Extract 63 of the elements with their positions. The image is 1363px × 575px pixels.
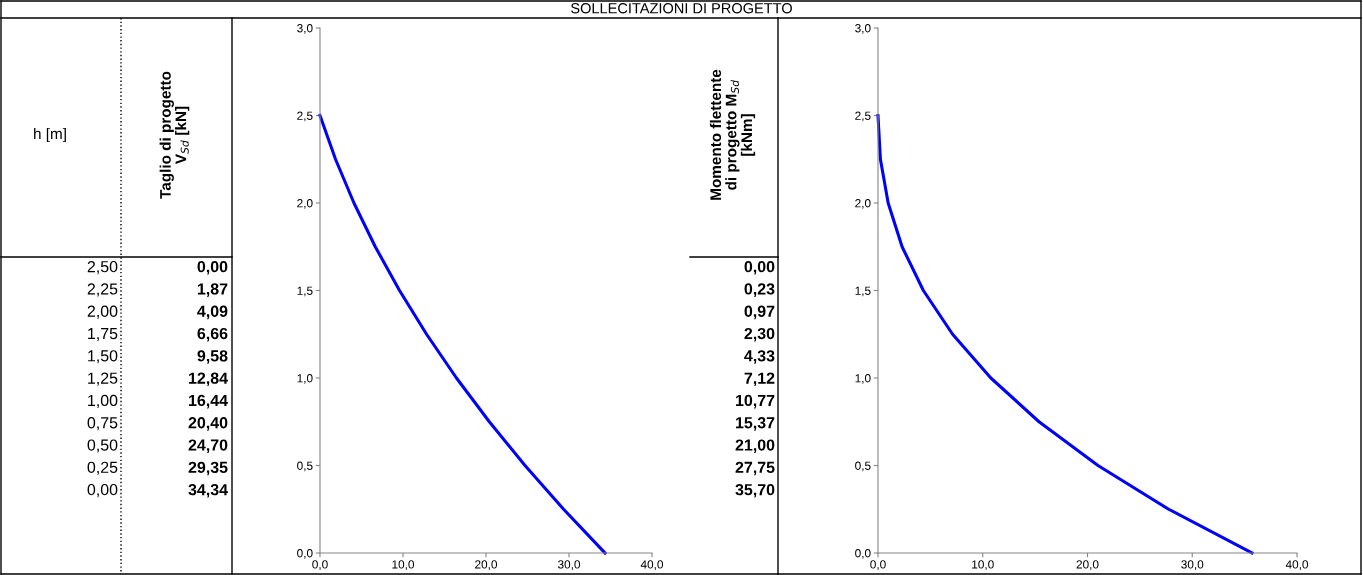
text: 1,87 (197, 283, 228, 297)
y-tick-label: 0,5 (855, 461, 871, 472)
text: 27,75 (735, 461, 775, 476)
text: 0,25 (87, 461, 118, 475)
text: 0,00 (744, 260, 775, 275)
text: 4,09 (197, 305, 228, 320)
x-tick-label: 20,0 (1076, 560, 1099, 571)
text: 16,44 (189, 394, 228, 409)
x-tick-label: 0,0 (312, 560, 328, 571)
x-tick-label: 0,0 (870, 560, 886, 571)
text: 2,50 (87, 260, 118, 275)
x-tick-label: 30,0 (557, 560, 581, 571)
text: 15,37 (736, 417, 775, 431)
y-tick-label: 1,0 (297, 374, 313, 384)
text: 1,00 (88, 394, 118, 408)
text: 2,25 (87, 283, 118, 297)
text: 1,25 (88, 372, 118, 386)
line-series (318, 113, 607, 555)
y-tick-label: 2,0 (297, 199, 313, 209)
text: 29,35 (188, 461, 228, 476)
y-tick-label: 3,0 (297, 24, 313, 34)
text: 1,50 (88, 350, 118, 364)
text: h [m] (34, 127, 66, 143)
y-tick-label: 2,5 (297, 111, 313, 122)
y-tick-label: 1,0 (855, 374, 871, 384)
y-tick-label: 2,0 (855, 199, 871, 209)
y-tick-label: 1,5 (855, 286, 871, 297)
text: 35,70 (735, 483, 775, 498)
y-tick-label: 1,5 (297, 286, 313, 297)
y-tick-label: 3,0 (855, 24, 871, 34)
text: 0,75 (87, 417, 118, 431)
text: 0,97 (744, 305, 775, 320)
y-tick-label: 2,5 (855, 111, 871, 122)
text: 2,30 (744, 327, 775, 342)
text: 0,23 (744, 283, 775, 297)
text: Taglio di progetto V$_{Sd}$ [kN] (159, 71, 190, 199)
y-tick-label: 0,0 (855, 549, 871, 559)
x-tick-label: 40,0 (1285, 560, 1309, 571)
text: 0,00 (87, 483, 118, 498)
y-tick-label: 0,0 (297, 549, 313, 559)
text: SOLLECITAZIONI DI PROGETTO (571, 3, 792, 14)
text: 7,12 (744, 372, 775, 387)
text: 6,66 (197, 327, 228, 342)
text: 2,00 (87, 305, 118, 319)
line-series (876, 113, 1254, 555)
text: 24,70 (188, 439, 228, 453)
text: 1,75 (88, 328, 118, 342)
y-tick-label: 0,5 (297, 461, 313, 472)
x-tick-label: 40,0 (640, 560, 664, 571)
text: 10,77 (736, 394, 775, 409)
text: 12,84 (189, 372, 228, 387)
text: Momento flettente di progetto M$_{Sd}$ [kNm] (709, 69, 756, 200)
text: 0,50 (87, 439, 118, 453)
x-tick-label: 10,0 (972, 560, 994, 571)
x-tick-label: 10,0 (392, 560, 415, 571)
text: 34,34 (188, 483, 228, 498)
x-tick-label: 30,0 (1181, 560, 1204, 571)
text: 4,33 (744, 350, 775, 364)
text: 0,00 (197, 260, 228, 275)
text: 20,40 (188, 417, 228, 431)
text: 9,58 (197, 350, 228, 364)
x-tick-label: 20,0 (475, 560, 498, 571)
text: 21,00 (735, 439, 775, 453)
